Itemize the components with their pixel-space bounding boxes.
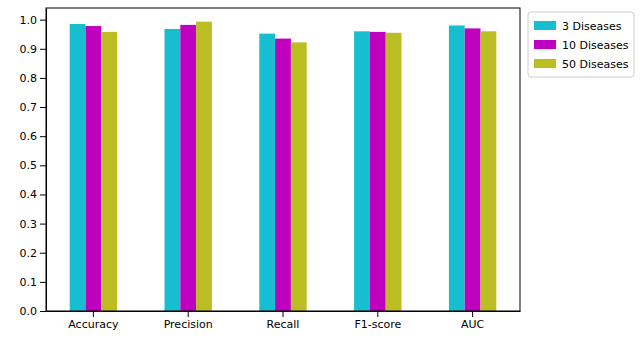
plot: 0.0 0.1 0.2 0.3 0.4 0.5 0.6 0.7 0.8 0.9 1.0 Accurac… xyxy=(20,8,521,331)
y-tick-mark xyxy=(40,224,46,225)
bar xyxy=(165,29,181,311)
y-tick-label: 0.0 xyxy=(20,305,38,318)
x-tick-label: F1-score xyxy=(354,318,401,331)
bar xyxy=(449,25,465,311)
y-tick-label: 1.0 xyxy=(20,14,38,27)
y-tick: 0.0 xyxy=(20,305,47,318)
bar xyxy=(465,28,481,311)
bar xyxy=(86,26,102,311)
legend-swatch xyxy=(534,21,556,30)
bar xyxy=(180,25,196,311)
legend-swatch xyxy=(534,40,556,49)
legend: 3 Diseases 10 Diseases 50 Diseases xyxy=(528,12,634,77)
bars xyxy=(70,22,497,311)
legend-label: 3 Diseases xyxy=(562,20,622,33)
x-tick: Accuracy xyxy=(68,311,119,331)
bar xyxy=(70,24,86,311)
y-tick-label: 0.2 xyxy=(20,247,38,260)
series xyxy=(70,24,465,311)
bar xyxy=(196,22,212,311)
legend-item: 3 Diseases xyxy=(534,20,622,33)
x-tick-mark xyxy=(283,311,284,317)
x-axis: Accuracy Precision Recall F1-score AUC xyxy=(47,311,521,331)
y-tick: 0.3 xyxy=(20,218,47,231)
y-tick-label: 0.4 xyxy=(20,188,38,201)
series xyxy=(86,25,481,311)
legend-label: 10 Diseases xyxy=(562,39,629,52)
legend-frame xyxy=(528,12,634,77)
x-tick-label: Accuracy xyxy=(68,318,119,331)
y-axis: 0.0 0.1 0.2 0.3 0.4 0.5 0.6 0.7 0.8 0.9 1.0 xyxy=(20,9,47,319)
x-tick: Recall xyxy=(267,311,300,331)
y-tick-mark xyxy=(40,136,46,137)
x-tick-label: AUC xyxy=(461,318,485,331)
y-tick-mark xyxy=(40,194,46,195)
x-tick: AUC xyxy=(461,311,485,331)
y-tick: 0.2 xyxy=(20,247,47,260)
legend-swatch xyxy=(534,59,556,68)
x-tick-mark xyxy=(472,311,473,317)
legend-item: 50 Diseases xyxy=(534,58,629,71)
y-tick: 0.1 xyxy=(20,276,47,289)
frame xyxy=(46,8,520,311)
bar xyxy=(370,32,386,311)
bar xyxy=(386,33,402,311)
x-tick: Precision xyxy=(164,311,213,331)
y-tick: 0.5 xyxy=(20,159,47,172)
y-tick: 0.9 xyxy=(20,43,47,56)
x-tick-mark xyxy=(188,311,189,317)
y-tick-mark xyxy=(40,107,46,108)
y-axis-line xyxy=(46,9,47,312)
legend-item: 10 Diseases xyxy=(534,39,629,52)
y-tick-label: 0.9 xyxy=(20,43,38,56)
bar xyxy=(481,31,497,311)
y-tick-mark xyxy=(40,311,46,312)
y-tick-mark xyxy=(40,253,46,254)
y-tick-label: 0.5 xyxy=(20,159,38,172)
y-tick-mark xyxy=(40,165,46,166)
bar xyxy=(259,34,275,311)
y-tick-mark xyxy=(40,49,46,50)
y-tick: 0.4 xyxy=(20,188,47,201)
x-tick: F1-score xyxy=(354,311,401,331)
y-tick-label: 0.1 xyxy=(20,276,38,289)
chart: 0.0 0.1 0.2 0.3 0.4 0.5 0.6 0.7 0.8 0.9 1.0 Accurac… xyxy=(0,0,640,344)
x-tick-mark xyxy=(377,311,378,317)
y-tick-label: 0.3 xyxy=(20,218,38,231)
x-tick-label: Precision xyxy=(164,318,213,331)
y-tick-label: 0.6 xyxy=(20,130,38,143)
y-tick: 0.7 xyxy=(20,101,47,114)
bar xyxy=(275,39,291,311)
y-tick-label: 0.7 xyxy=(20,101,38,114)
y-tick-mark xyxy=(40,282,46,283)
series xyxy=(101,22,496,311)
bar xyxy=(101,32,117,311)
bar xyxy=(291,42,307,311)
x-tick-mark xyxy=(93,311,94,317)
y-tick: 1.0 xyxy=(20,14,47,27)
legend-label: 50 Diseases xyxy=(562,58,629,71)
y-tick-mark xyxy=(40,78,46,79)
bar xyxy=(354,31,370,311)
y-tick: 0.8 xyxy=(20,72,47,85)
y-tick-mark xyxy=(40,20,46,21)
x-tick-label: Recall xyxy=(267,318,300,331)
y-tick: 0.6 xyxy=(20,130,47,143)
y-tick-label: 0.8 xyxy=(20,72,38,85)
